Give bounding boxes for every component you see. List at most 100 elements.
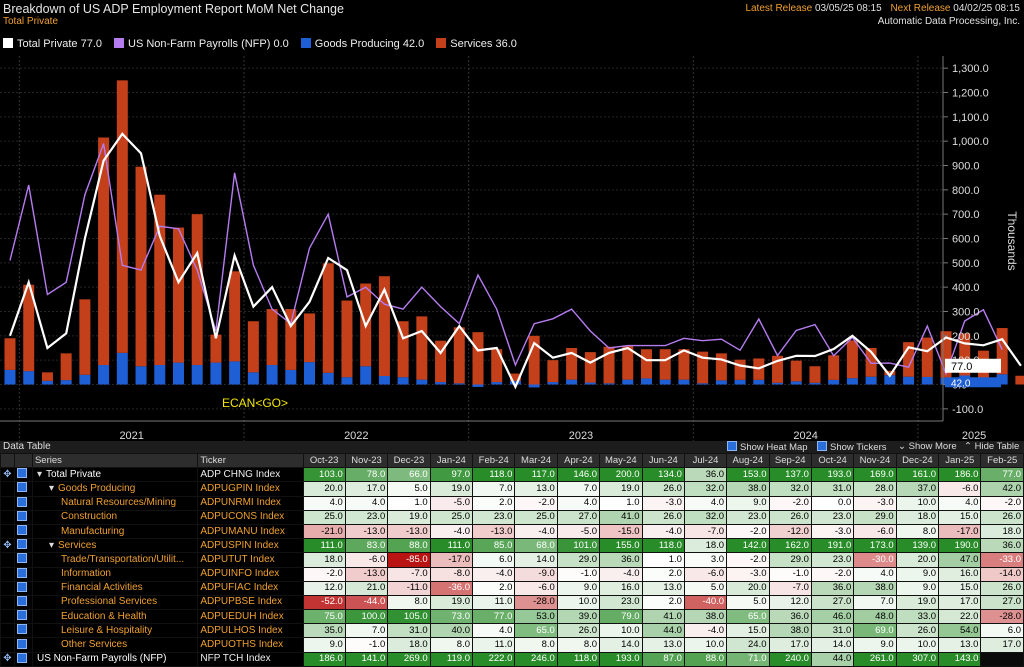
table-row[interactable]: ✥ US Non-Farm Payrolls (NFP) NFP TCH Index…	[0, 651, 1024, 667]
row-options-icon[interactable]	[0, 609, 15, 625]
header-month[interactable]: Oct-23	[302, 452, 346, 469]
header-month[interactable]: Dec-24	[895, 452, 940, 469]
header-month[interactable]: Jul-24	[683, 452, 728, 469]
row-options-icon[interactable]: ✥	[0, 467, 15, 483]
table-cell-value: -12.0	[768, 523, 812, 540]
row-checkbox[interactable]	[13, 495, 33, 511]
row-options-icon[interactable]	[0, 509, 15, 525]
row-options-icon[interactable]	[0, 623, 15, 639]
hide-table-button[interactable]: ⌃ Hide Table	[964, 441, 1019, 452]
table-cell-value: 26.0	[980, 580, 1024, 596]
show-heat-map-toggle[interactable]: Show Heat Map	[727, 441, 808, 453]
header-month[interactable]: Mar-24	[514, 452, 558, 469]
row-checkbox[interactable]	[13, 552, 33, 568]
header-month[interactable]: May-24	[599, 452, 643, 469]
table-row[interactable]: ▾ Goods Producing ADPUGPIN Index 20.0 17.0 5.…	[0, 481, 1024, 497]
expand-chevron-icon[interactable]: ▾	[48, 539, 54, 551]
header-month[interactable]: Jun-24	[641, 452, 685, 469]
header-blank-cell[interactable]	[0, 452, 15, 469]
header-month[interactable]: Feb-25	[980, 452, 1024, 469]
y-axis-label: Thousands	[1005, 211, 1019, 270]
header-month[interactable]: Apr-24	[556, 452, 601, 469]
row-options-icon[interactable]	[0, 495, 15, 511]
checkbox-icon	[16, 624, 27, 635]
table-cell-value: 161.0	[895, 467, 940, 483]
table-row[interactable]: Education & Health ADPUEDUH Index 75.0 100.…	[0, 609, 1024, 625]
table-cell-value: 26.0	[641, 481, 685, 497]
legend-item[interactable]: US Non-Farm Payrolls (NFP) 0.0	[114, 38, 289, 50]
row-checkbox[interactable]	[13, 651, 33, 667]
y-tick-label: 1,100.0	[952, 112, 989, 124]
row-options-icon[interactable]: ✥	[0, 651, 15, 667]
header-month[interactable]: Nov-23	[344, 452, 389, 469]
row-options-icon[interactable]	[0, 566, 15, 582]
show-more-button[interactable]: ⌄ Show More	[898, 441, 957, 452]
table-row[interactable]: Other Services ADPUOTHS Index 9.0 -1.0 18.0 8…	[0, 637, 1024, 653]
table-cell-value: 54.0	[938, 623, 982, 639]
table-cell-value: 18.0	[980, 523, 1024, 540]
header-month[interactable]: Jan-24	[429, 452, 474, 469]
x-tick-label: 2025	[962, 430, 986, 441]
row-checkbox[interactable]	[13, 609, 33, 625]
row-checkbox[interactable]	[13, 523, 33, 540]
row-checkbox[interactable]	[13, 566, 33, 582]
header-month[interactable]: Dec-23	[387, 452, 431, 469]
table-cell-value: 307.0	[895, 651, 940, 667]
table-row[interactable]: Manufacturing ADPUMANU Index -21.0 -13.0 -13…	[0, 523, 1024, 540]
table-cell-value: -13.0	[387, 523, 431, 540]
header-month[interactable]: Nov-24	[853, 452, 897, 469]
show-tickers-toggle[interactable]: Show Tickers	[817, 441, 887, 453]
table-cell-value: 8.0	[556, 637, 601, 653]
table-cell-value: 35.0	[302, 623, 346, 639]
expand-chevron-icon[interactable]: ▾	[36, 468, 42, 480]
table-row[interactable]: Construction ADPUCONS Index 25.0 23.0 19.0 25…	[0, 509, 1024, 525]
table-cell-value: 77.0	[471, 609, 516, 625]
table-row[interactable]: Information ADPUINFO Index -2.0 -13.0 -7.0 -8…	[0, 566, 1024, 582]
table-cell-value: -1.0	[556, 566, 601, 582]
row-checkbox[interactable]	[13, 467, 33, 483]
table-row[interactable]: Leisure & Hospitality ADPULHOS Index 35.0 7…	[0, 623, 1024, 639]
row-checkbox[interactable]	[13, 623, 33, 639]
header-month[interactable]: Feb-24	[471, 452, 516, 469]
table-row[interactable]: Trade/Transportation/Utilit... ADPUTUT In…	[0, 552, 1024, 568]
x-tick-label: 2021	[119, 430, 143, 441]
table-cell-value: 20.0	[726, 580, 770, 596]
row-options-icon[interactable]: ✥	[0, 538, 15, 554]
table-cell-value: 23.0	[471, 509, 516, 525]
row-options-icon[interactable]	[0, 637, 15, 653]
header-series[interactable]: Series	[31, 452, 199, 469]
table-row[interactable]: ✥ ▾ Services ADPUSPIN Index 111.0 83.0 88.0 111…	[0, 538, 1024, 554]
legend-item[interactable]: Goods Producing 42.0	[300, 38, 424, 50]
table-row[interactable]: Financial Activities ADPUFIAC Index 12.0 21…	[0, 580, 1024, 596]
row-checkbox[interactable]	[13, 538, 33, 554]
expand-chevron-icon[interactable]: ▾	[48, 482, 54, 494]
row-options-icon[interactable]	[0, 481, 15, 497]
row-checkbox[interactable]	[13, 594, 33, 611]
row-checkbox[interactable]	[13, 481, 33, 497]
header-month[interactable]: Sep-24	[768, 452, 812, 469]
row-options-icon[interactable]	[0, 523, 15, 540]
row-series-label: Leisure & Hospitality	[60, 624, 153, 636]
header-blank-cell[interactable]	[13, 452, 33, 469]
header-month[interactable]: Jan-25	[938, 452, 982, 469]
row-options-icon[interactable]	[0, 594, 15, 611]
row-options-icon[interactable]	[0, 552, 15, 568]
bar-services	[903, 342, 915, 377]
checkbox-icon	[16, 582, 27, 592]
table-row[interactable]: Professional Services ADPUPBSE Index -52.0…	[0, 594, 1024, 611]
legend-item[interactable]: Services 36.0	[436, 38, 517, 50]
header-month[interactable]: Aug-24	[726, 452, 770, 469]
row-checkbox[interactable]	[13, 509, 33, 525]
last-value-tag-total-private	[945, 358, 1001, 373]
row-checkbox[interactable]	[13, 637, 33, 653]
table-row[interactable]: ✥ ▾ Total Private ADP CHNG Index 103.0 78.0 66…	[0, 467, 1024, 483]
row-checkbox[interactable]	[13, 580, 33, 596]
row-options-icon[interactable]	[0, 580, 15, 596]
table-cell-value: -2.0	[514, 495, 558, 511]
header-ticker[interactable]: Ticker	[197, 452, 304, 469]
bar-goods-producing	[715, 380, 727, 385]
table-row[interactable]: Natural Resources/Mining ADPUNRMI Index 4.…	[0, 495, 1024, 511]
header-month[interactable]: Oct-24	[810, 452, 855, 469]
legend-item[interactable]: Total Private 77.0	[3, 38, 102, 50]
table-cell-value: 1.0	[387, 495, 431, 511]
